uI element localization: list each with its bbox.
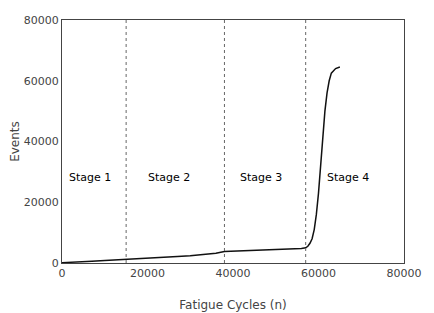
svg-text:Fatigue Cycles (n): Fatigue Cycles (n) [179, 298, 286, 312]
svg-text:80000: 80000 [387, 267, 422, 280]
svg-text:20000: 20000 [24, 196, 59, 209]
svg-text:60000: 60000 [301, 267, 336, 280]
svg-text:40000: 40000 [216, 267, 251, 280]
svg-text:Stage 2: Stage 2 [148, 171, 190, 184]
svg-text:20000: 20000 [130, 267, 165, 280]
svg-text:60000: 60000 [24, 75, 59, 88]
svg-text:0: 0 [52, 257, 59, 270]
svg-text:Stage 4: Stage 4 [327, 171, 369, 184]
svg-text:40000: 40000 [24, 135, 59, 148]
svg-text:Events: Events [8, 121, 22, 162]
svg-text:80000: 80000 [24, 14, 59, 27]
svg-text:0: 0 [59, 267, 66, 280]
svg-text:Stage 1: Stage 1 [69, 171, 111, 184]
svg-text:Stage 3: Stage 3 [240, 171, 282, 184]
